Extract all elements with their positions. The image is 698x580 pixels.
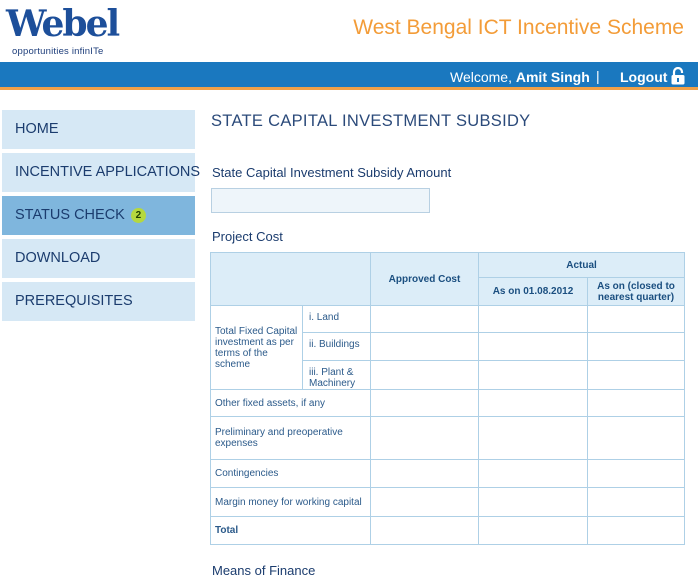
page-title: STATE CAPITAL INVESTMENT SUBSIDY	[211, 112, 531, 130]
nav-item-home[interactable]: HOME	[2, 110, 195, 149]
table-cell[interactable]	[370, 459, 479, 488]
table-cell[interactable]	[587, 360, 685, 390]
table-cell[interactable]	[587, 332, 685, 361]
welcome-prefix: Welcome,	[450, 69, 512, 85]
sub-row-label: i. Land	[302, 305, 371, 333]
topbar-separator: |	[596, 68, 600, 84]
table-cell[interactable]	[370, 487, 479, 517]
user-name: Amit Singh	[515, 69, 590, 85]
table-cell[interactable]	[587, 487, 685, 517]
as-on-quarter-header: As on (closed to nearest quarter)	[587, 277, 685, 306]
table-cell[interactable]	[478, 389, 588, 417]
table-cell[interactable]	[370, 416, 479, 460]
sidebar-nav: HOME INCENTIVE APPLICATIONS STATUS CHECK…	[2, 110, 200, 325]
table-cell[interactable]	[370, 332, 479, 361]
table-cell[interactable]	[478, 487, 588, 517]
table-row-label: Other fixed assets, if any	[210, 389, 371, 417]
table-cell[interactable]	[587, 305, 685, 333]
table-cell[interactable]	[587, 459, 685, 488]
approved-cost-header: Approved Cost	[370, 252, 479, 306]
lock-icon[interactable]	[670, 67, 686, 85]
welcome-message: Welcome, Amit Singh	[450, 69, 590, 85]
actual-header: Actual	[478, 252, 685, 278]
nav-item-label: INCENTIVE APPLICATIONS	[15, 164, 201, 180]
table-row-label: Contingencies	[210, 459, 371, 488]
table-cell[interactable]	[370, 389, 479, 417]
subsidy-amount-input[interactable]	[211, 188, 430, 213]
table-cell[interactable]	[370, 360, 479, 390]
nav-item-label: HOME	[15, 121, 59, 137]
table-cell[interactable]	[587, 516, 685, 545]
table-corner-header	[210, 252, 371, 306]
status-count-badge: 2	[130, 208, 146, 223]
logo-wordmark: Webel	[6, 3, 120, 45]
site-title: West Bengal ICT Incentive Scheme	[353, 16, 684, 39]
nav-item-label: STATUS CHECK	[15, 207, 125, 223]
logo-tagline: opportunities infinITe	[12, 46, 104, 57]
nav-item-status-check[interactable]: STATUS CHECK 2	[2, 196, 195, 235]
nav-item-download[interactable]: DOWNLOAD	[2, 239, 195, 278]
table-cell[interactable]	[370, 516, 479, 545]
fixed-capital-group-label: Total Fixed Capital investment as per te…	[210, 305, 303, 390]
table-cell[interactable]	[587, 416, 685, 460]
project-cost-label: Project Cost	[212, 229, 283, 244]
subsidy-amount-label: State Capital Investment Subsidy Amount	[212, 165, 452, 180]
table-row-label: Preliminary and preoperative expenses	[210, 416, 371, 460]
table-cell[interactable]	[478, 416, 588, 460]
logout-link[interactable]: Logout	[620, 69, 668, 85]
table-row-label: Margin money for working capital	[210, 487, 371, 517]
table-cell[interactable]	[370, 305, 479, 333]
table-cell[interactable]	[478, 332, 588, 361]
table-cell[interactable]	[478, 305, 588, 333]
table-cell[interactable]	[478, 516, 588, 545]
table-cell[interactable]	[587, 389, 685, 417]
table-cell[interactable]	[478, 459, 588, 488]
nav-item-label: PREREQUISITES	[15, 293, 133, 309]
sub-row-label: iii. Plant & Machinery	[302, 360, 371, 390]
nav-item-incentive-applications[interactable]: INCENTIVE APPLICATIONS	[2, 153, 200, 192]
webel-logo[interactable]: Webel opportunities infinITe	[6, 3, 120, 57]
table-cell[interactable]	[478, 360, 588, 390]
nav-item-prerequisites[interactable]: PREREQUISITES	[2, 282, 195, 321]
top-bar: Welcome, Amit Singh | Logout	[0, 62, 698, 90]
nav-item-label: DOWNLOAD	[15, 250, 101, 266]
table-row-label: Total	[210, 516, 371, 545]
project-cost-table: Approved Cost Actual As on 01.08.2012 As…	[210, 252, 685, 545]
sub-row-label: ii. Buildings	[302, 332, 371, 361]
as-on-date-header: As on 01.08.2012	[478, 277, 588, 306]
means-of-finance-label: Means of Finance	[212, 563, 316, 578]
